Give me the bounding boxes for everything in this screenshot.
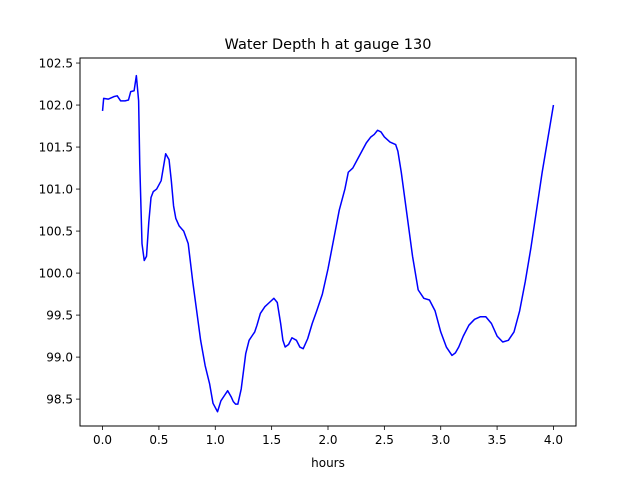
- y-tick-label: 101.5: [39, 141, 73, 155]
- x-tick-label: 3.5: [488, 433, 507, 447]
- chart-title: Water Depth h at gauge 130: [225, 37, 432, 53]
- x-axis-ticks: 0.0 0.5 1.0 1.5 2.0 2.5 3.0 3.5 4.0: [93, 426, 563, 447]
- x-tick-label: 0.0: [93, 433, 112, 447]
- y-tick-label: 98.5: [46, 393, 73, 407]
- x-tick-label: 0.5: [149, 433, 168, 447]
- y-tick-label: 100.0: [39, 267, 73, 281]
- x-tick-label: 1.5: [262, 433, 281, 447]
- x-tick-label: 2.0: [318, 433, 337, 447]
- axes-frame: [79, 57, 577, 427]
- y-tick-label: 99.5: [46, 309, 73, 323]
- x-tick-label: 1.0: [206, 433, 225, 447]
- y-tick-label: 102.0: [39, 99, 73, 113]
- x-tick-label: 4.0: [544, 433, 563, 447]
- x-tick-label: 2.5: [375, 433, 394, 447]
- x-axis-label: hours: [311, 456, 345, 470]
- series-line-0: [101, 74, 555, 413]
- y-axis-ticks: 98.5 99.0 99.5 100.0 100.5 101.0 101.5 102.0 102…: [39, 57, 80, 407]
- y-tick-label: 100.5: [39, 225, 73, 239]
- y-tick-label: 99.0: [46, 351, 73, 365]
- plot-area: [101, 74, 555, 413]
- y-tick-label: 101.0: [39, 183, 73, 197]
- y-tick-label: 102.5: [39, 57, 73, 71]
- x-tick-label: 3.0: [431, 433, 450, 447]
